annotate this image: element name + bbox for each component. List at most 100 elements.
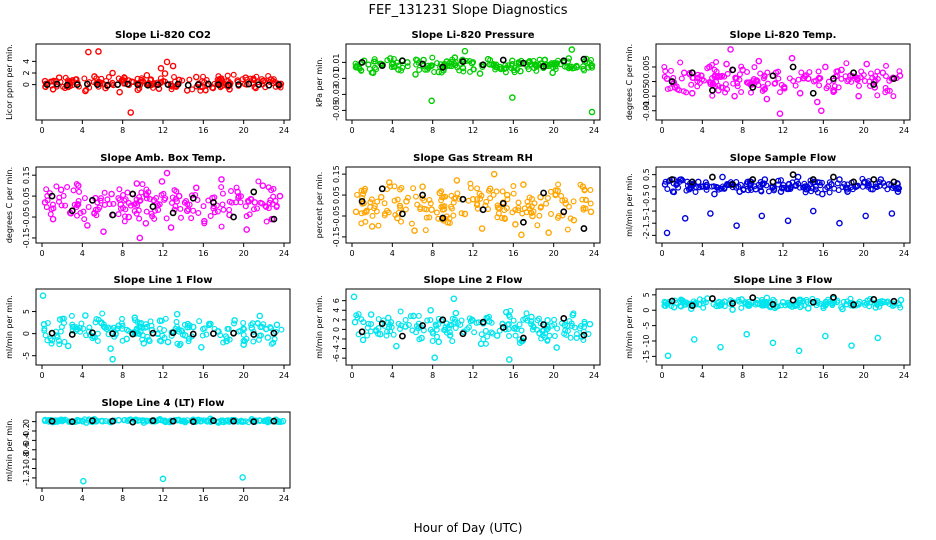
reference-point xyxy=(250,418,258,426)
data-point xyxy=(581,320,588,327)
data-point xyxy=(365,320,372,327)
data-point xyxy=(882,73,889,80)
data-point xyxy=(809,207,817,215)
data-point xyxy=(276,192,284,200)
x-tick-label: 12 xyxy=(158,494,168,503)
reference-point xyxy=(729,66,736,74)
data-point xyxy=(62,74,69,81)
x-tick-label: 20 xyxy=(549,126,559,135)
data-point xyxy=(843,301,850,308)
data-point xyxy=(262,418,269,425)
data-point xyxy=(466,58,473,65)
data-point xyxy=(243,213,250,220)
data-point xyxy=(278,326,285,333)
panel-title: Slope Line 1 Flow xyxy=(114,275,213,286)
x-tick-label: 20 xyxy=(239,126,249,135)
data-point xyxy=(110,200,117,207)
reference-point xyxy=(215,81,222,89)
data-point xyxy=(48,340,55,347)
reference-point xyxy=(270,329,278,337)
data-point xyxy=(485,187,492,194)
x-tick-label: 20 xyxy=(859,126,869,135)
data-point xyxy=(558,192,565,199)
data-point xyxy=(270,339,277,346)
data-point xyxy=(177,340,184,347)
data-point xyxy=(451,195,458,202)
data-point xyxy=(810,78,817,85)
reference-point xyxy=(68,331,76,338)
data-point xyxy=(844,184,851,191)
data-point xyxy=(355,311,362,318)
data-point xyxy=(674,86,681,93)
data-point xyxy=(730,80,737,87)
data-point xyxy=(769,339,777,347)
data-point xyxy=(536,56,543,63)
reference-point xyxy=(378,62,386,69)
data-point xyxy=(362,218,369,225)
x-tick-label: 4 xyxy=(80,371,85,380)
data-point xyxy=(748,187,755,194)
data-point xyxy=(452,309,460,317)
data-point xyxy=(746,79,753,86)
data-point xyxy=(895,186,902,193)
x-tick-label: 16 xyxy=(508,249,518,258)
data-point xyxy=(772,80,779,87)
data-point xyxy=(859,175,866,182)
data-point xyxy=(493,188,500,195)
data-point xyxy=(672,297,679,304)
data-point xyxy=(148,322,155,329)
data-point xyxy=(486,313,493,320)
panel-title: Slope Line 2 Flow xyxy=(424,275,523,286)
data-point xyxy=(143,208,150,215)
y-tick-label: 0 xyxy=(642,184,651,189)
data-point xyxy=(434,60,441,67)
data-point xyxy=(825,296,832,303)
data-point xyxy=(537,193,544,201)
data-point xyxy=(528,210,535,217)
data-point xyxy=(398,67,405,74)
data-point xyxy=(561,63,568,70)
reference-point xyxy=(580,331,588,339)
data-point xyxy=(188,215,195,222)
data-point xyxy=(143,72,151,79)
y-tick-label: -1 xyxy=(22,465,31,473)
data-point xyxy=(371,202,378,209)
data-point xyxy=(763,298,770,305)
data-point xyxy=(410,185,417,192)
data-point xyxy=(719,299,726,306)
data-point xyxy=(544,336,551,343)
reference-point xyxy=(48,192,56,200)
data-point xyxy=(804,305,812,312)
data-point xyxy=(171,206,178,213)
reference-point xyxy=(540,63,547,70)
data-point xyxy=(148,326,156,334)
data-point xyxy=(225,78,232,85)
data-point xyxy=(555,212,562,219)
data-point xyxy=(526,57,533,64)
data-point xyxy=(91,334,98,341)
reference-point xyxy=(499,56,507,64)
data-point xyxy=(133,180,141,187)
data-point xyxy=(192,73,200,81)
x-tick-label: 4 xyxy=(80,249,85,258)
data-point xyxy=(568,323,575,330)
reference-point xyxy=(250,331,258,338)
data-point xyxy=(702,183,709,190)
data-point xyxy=(789,179,796,186)
reference-point xyxy=(73,81,81,89)
data-point xyxy=(687,182,694,189)
reference-point xyxy=(560,314,568,322)
data-point xyxy=(263,218,270,225)
reference-point xyxy=(210,330,217,338)
data-point xyxy=(576,325,583,332)
reference-point xyxy=(358,59,366,66)
data-point xyxy=(661,181,669,188)
data-point xyxy=(423,206,430,213)
reference-point xyxy=(124,80,132,88)
y-tick-label: 0 xyxy=(642,308,651,313)
y-tick-label: -5 xyxy=(642,322,651,330)
reference-point xyxy=(149,203,157,210)
data-point xyxy=(874,334,882,342)
reference-point xyxy=(245,80,253,88)
